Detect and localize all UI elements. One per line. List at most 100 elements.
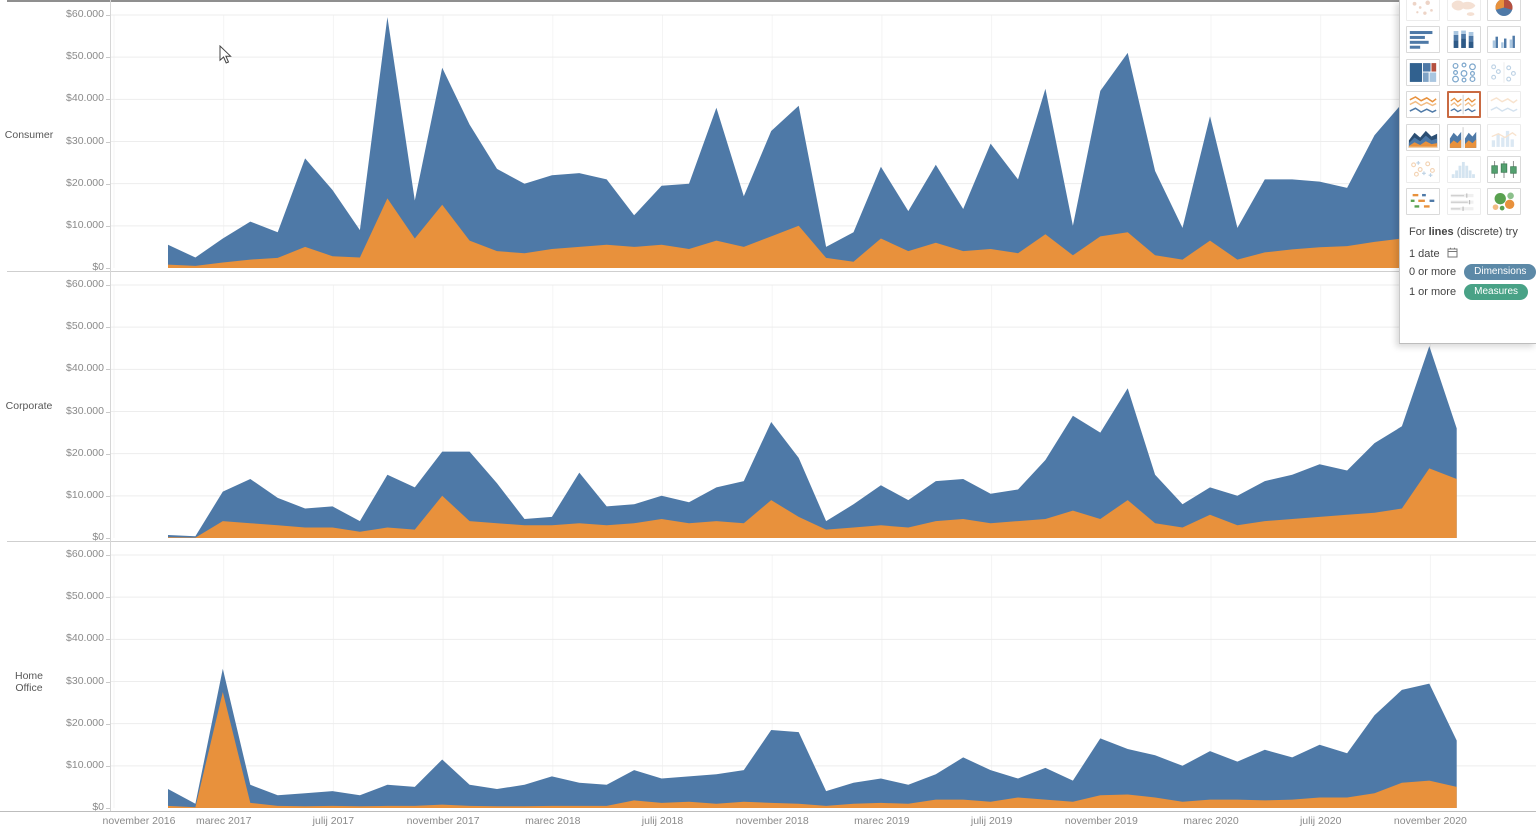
y-axis-label: $40.000 bbox=[66, 632, 104, 645]
area-chart-consumer bbox=[110, 14, 1536, 268]
lines-continuous-glyph bbox=[1409, 96, 1437, 114]
treemap-glyph bbox=[1409, 62, 1437, 82]
show-me-hint-line1: For lines (discrete) try bbox=[1409, 226, 1518, 238]
y-axis-tick bbox=[106, 268, 110, 269]
area-mark-orange[interactable] bbox=[168, 468, 1457, 538]
filled-map-icon[interactable] bbox=[1446, 0, 1481, 21]
y-axis-tick bbox=[106, 597, 110, 599]
y-axis-label: $30.000 bbox=[66, 404, 104, 417]
dual-combination-glyph bbox=[1491, 130, 1517, 147]
x-axis-label: marec 2017 bbox=[195, 815, 252, 827]
gantt-glyph bbox=[1410, 194, 1435, 209]
show-me-hint-line3: 0 or more Dimensions bbox=[1409, 264, 1536, 280]
y-axis-label: $20.000 bbox=[66, 176, 104, 189]
x-axis-label: november 2017 bbox=[406, 815, 480, 827]
row-separator bbox=[7, 541, 1536, 542]
lines-continuous-icon[interactable] bbox=[1406, 91, 1440, 119]
filled-map-glyph bbox=[1451, 0, 1475, 16]
y-axis-label: $40.000 bbox=[66, 92, 104, 105]
side-by-side-bars-icon[interactable] bbox=[1487, 26, 1521, 54]
area-mark-blue[interactable] bbox=[168, 17, 1457, 268]
dual-lines-icon[interactable] bbox=[1487, 91, 1521, 119]
y-axis-label: $40.000 bbox=[66, 362, 104, 375]
area-mark-blue[interactable] bbox=[168, 668, 1457, 808]
stacked-bars-icon[interactable] bbox=[1446, 26, 1481, 54]
y-axis-tick bbox=[106, 495, 110, 497]
circle-views-icon[interactable] bbox=[1446, 58, 1481, 86]
stacked-bars-glyph bbox=[1453, 30, 1473, 49]
packed-bubbles-icon[interactable] bbox=[1487, 188, 1521, 216]
area-chart-home-office bbox=[110, 554, 1536, 808]
mouse-cursor bbox=[219, 45, 232, 64]
x-axis-label: julij 2020 bbox=[1299, 815, 1342, 827]
pane-top-border bbox=[7, 0, 1536, 2]
y-axis-tick bbox=[106, 369, 110, 371]
x-axis-label: november 2016 bbox=[102, 815, 176, 827]
show-me-panel: For lines (discrete) try 1 date 0 or mor… bbox=[1399, 0, 1536, 344]
scatter-plot-glyph bbox=[1411, 161, 1435, 178]
x-axis-label: marec 2019 bbox=[854, 815, 910, 827]
symbol-map-glyph bbox=[1412, 0, 1433, 15]
horizontal-bars-icon[interactable] bbox=[1406, 26, 1440, 54]
dual-lines-glyph bbox=[1490, 97, 1518, 113]
x-axis-label: november 2018 bbox=[735, 815, 809, 827]
x-axis-label: november 2020 bbox=[1393, 815, 1467, 827]
x-axis-line bbox=[0, 811, 1536, 812]
y-axis-label: $10.000 bbox=[66, 488, 104, 501]
x-axis-label: marec 2018 bbox=[525, 815, 581, 827]
y-axis-label: $60.000 bbox=[66, 548, 104, 560]
y-axis-label: $30.000 bbox=[66, 134, 104, 147]
y-axis-label: $20.000 bbox=[66, 446, 104, 459]
y-axis-tick bbox=[106, 411, 110, 413]
y-axis-tick bbox=[106, 183, 110, 185]
y-axis-label: $0 bbox=[92, 531, 104, 543]
y-axis-label: $10.000 bbox=[66, 758, 104, 771]
histogram-icon[interactable] bbox=[1446, 156, 1481, 183]
treemap-icon[interactable] bbox=[1406, 58, 1440, 86]
scatter-plot-icon[interactable] bbox=[1406, 156, 1440, 183]
x-axis-label: julij 2017 bbox=[312, 815, 355, 827]
row-label-consumer: Consumer bbox=[4, 129, 54, 141]
x-axis-label: julij 2019 bbox=[970, 815, 1013, 827]
pie-chart-glyph bbox=[1495, 0, 1513, 16]
symbol-map-icon[interactable] bbox=[1406, 0, 1440, 21]
lines-discrete-icon[interactable] bbox=[1446, 91, 1481, 119]
show-me-hint-line2: 1 date bbox=[1409, 247, 1458, 260]
y-axis-tick bbox=[106, 141, 110, 143]
y-axis-tick bbox=[106, 15, 110, 16]
area-mark-blue[interactable] bbox=[168, 346, 1457, 538]
y-axis-label: $60.000 bbox=[66, 278, 104, 290]
x-axis-label: marec 2020 bbox=[1183, 815, 1239, 827]
y-axis-tick bbox=[106, 639, 110, 641]
dimensions-pill: Dimensions bbox=[1464, 264, 1536, 280]
packed-bubbles-glyph bbox=[1492, 192, 1515, 211]
pie-chart-icon[interactable] bbox=[1487, 0, 1521, 21]
side-by-side-circles-icon[interactable] bbox=[1487, 58, 1521, 86]
y-axis-label: $50.000 bbox=[66, 590, 104, 603]
row-label-home-office: Home Office bbox=[14, 670, 43, 694]
y-axis-tick bbox=[106, 555, 110, 556]
area-discrete-glyph bbox=[1449, 126, 1476, 148]
x-axis-label: julij 2018 bbox=[641, 815, 684, 827]
side-by-side-bars-glyph bbox=[1492, 36, 1515, 49]
y-axis-tick bbox=[106, 723, 110, 725]
y-axis-label: $60.000 bbox=[66, 8, 104, 20]
gantt-icon[interactable] bbox=[1406, 188, 1440, 216]
area-discrete-icon[interactable] bbox=[1446, 123, 1481, 151]
area-mark-orange[interactable] bbox=[168, 198, 1457, 268]
y-axis-label: $50.000 bbox=[66, 320, 104, 333]
area-continuous-icon[interactable] bbox=[1406, 123, 1440, 151]
y-axis-tick bbox=[106, 285, 110, 286]
x-axis-label: november 2019 bbox=[1064, 815, 1138, 827]
y-axis-label: $20.000 bbox=[66, 716, 104, 729]
y-axis-tick bbox=[106, 57, 110, 59]
measures-pill: Measures bbox=[1464, 284, 1529, 300]
dual-combination-icon[interactable] bbox=[1487, 123, 1521, 151]
box-and-whisker-icon[interactable] bbox=[1487, 156, 1521, 183]
side-by-side-circles-glyph bbox=[1491, 61, 1516, 83]
calendar-icon bbox=[1447, 247, 1458, 258]
y-axis-tick bbox=[106, 327, 110, 329]
bullet-graph-icon[interactable] bbox=[1446, 188, 1481, 216]
y-axis-tick bbox=[106, 765, 110, 767]
horizontal-bars-glyph bbox=[1409, 31, 1433, 50]
